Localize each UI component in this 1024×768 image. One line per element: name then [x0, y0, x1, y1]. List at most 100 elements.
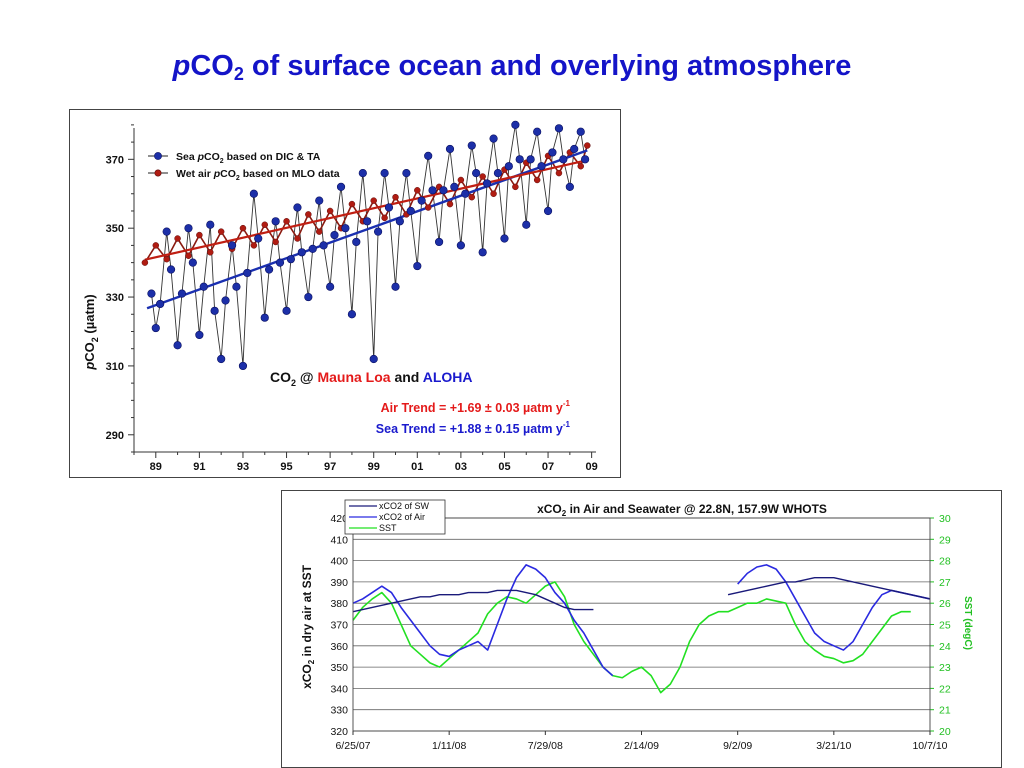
- sea-pco2-point: [428, 186, 437, 195]
- air-pco2-point: [490, 190, 497, 198]
- whots-chart-panel: 320 330 340 350 360 370 380 390 400 410 420 20 21 22 2…: [281, 490, 1002, 768]
- y2-tick-label: 24: [939, 641, 951, 653]
- sea-pco2-point: [260, 313, 269, 322]
- y-axis-label-p: p: [82, 362, 97, 371]
- sea-pco2-point: [147, 289, 156, 298]
- y-tick-label: 380: [330, 598, 348, 610]
- sst-line: [352, 581, 911, 694]
- sea-pco2-point: [373, 227, 383, 236]
- y2-tick-label: 30: [939, 513, 951, 525]
- sea-pco2-point: [188, 258, 197, 267]
- sea-pco2-point: [461, 189, 470, 198]
- air-pco2-point: [381, 214, 388, 222]
- sea-pco2-point: [445, 144, 455, 154]
- y-tick-label: 330: [330, 705, 348, 717]
- y-tick-label: 400: [330, 556, 348, 568]
- y2-tick-label: 22: [939, 683, 951, 695]
- sea-pco2-point: [199, 282, 208, 291]
- air-pco2-point: [555, 169, 563, 177]
- air-pco2-point: [479, 173, 486, 180]
- sea-pco2-point: [489, 134, 498, 143]
- sea-pco2-point: [478, 248, 487, 257]
- y2-tick-label: 29: [939, 534, 951, 546]
- sea-pco2-point: [206, 220, 215, 229]
- x-tick-label: 3/21/10: [816, 740, 851, 752]
- x-tick-label: 89: [150, 461, 162, 473]
- air-pco2-point: [512, 183, 519, 191]
- legend-air-label: xCO2 of Air: [379, 512, 425, 522]
- sea-pco2-point: [210, 306, 219, 315]
- air-pco2-point: [468, 193, 476, 201]
- sea-pco2-point: [177, 289, 187, 298]
- sea-pco2-point: [581, 155, 590, 164]
- whots-chart-title: xCO2 in Air and Seawater @ 22.8N, 157.9W…: [537, 502, 827, 518]
- air-pco2-point: [370, 197, 377, 204]
- sea-pco2-point: [467, 141, 476, 150]
- x-tick-label: 1/11/08: [432, 740, 466, 752]
- air-pco2-point: [294, 235, 301, 242]
- y2-tick-label: 20: [939, 726, 951, 738]
- sea-pco2-point: [369, 354, 378, 364]
- sea-pco2-point: [184, 224, 193, 233]
- sea-pco2-point: [358, 168, 367, 178]
- air-pco2-point: [174, 235, 181, 242]
- air-pco2-point: [141, 259, 149, 266]
- sea-pco2-point: [570, 144, 579, 154]
- y-tick-label: 360: [330, 641, 348, 653]
- sea-pco2-point: [304, 292, 313, 302]
- sea-pco2-point: [232, 282, 241, 291]
- air-pco2-point: [152, 242, 160, 249]
- sea-pco2-point: [275, 258, 285, 267]
- legend-air-marker: [154, 169, 162, 177]
- sea-pco2-point: [363, 217, 372, 226]
- sea-pco2-point: [450, 182, 459, 191]
- air-pco2-point: [283, 218, 290, 225]
- sea-pco2-point: [391, 282, 400, 291]
- sea-pco2-point: [482, 179, 492, 188]
- sea-pco2-point: [500, 234, 509, 243]
- x-tick-label: 99: [368, 461, 380, 473]
- aloha-label: ALOHA: [423, 369, 473, 385]
- whots-chart: 320 330 340 350 360 370 380 390 400 410 420 20 21 22 2…: [300, 499, 973, 752]
- sea-pco2-point: [537, 162, 546, 171]
- sea-pco2-point: [439, 186, 448, 195]
- x-tick-label: 05: [498, 461, 510, 473]
- y-tick-label: 330: [106, 292, 124, 304]
- air-pco2-point: [217, 228, 225, 235]
- sea-pco2-point: [156, 299, 165, 309]
- sea-pco2-point: [195, 330, 204, 340]
- y2-tick-label: 25: [939, 620, 951, 632]
- legend-sea-label: Sea pCO2 based on DIC & TA: [176, 151, 321, 165]
- sea-pco2-point: [543, 206, 553, 216]
- air-pco2-point: [272, 238, 279, 246]
- x-tick-label: 9/2/09: [723, 740, 752, 752]
- mauna-loa-label: Mauna Loa: [317, 369, 390, 385]
- sea-pco2-point: [522, 220, 531, 229]
- xco2-air-line: [352, 589, 594, 613]
- sea-pco2-point: [265, 265, 274, 274]
- sea-pco2-point: [565, 182, 574, 191]
- x-tick-label: 95: [280, 461, 292, 473]
- sea-pco2-point: [162, 227, 171, 236]
- sea-trend-annotation: Sea Trend = +1.88 ± 0.15 µatm y-1: [376, 420, 571, 436]
- pco2-trend-chart-panel: 290 310 330 350 370 89 91 93 95 97 99 01 03 05 07 09 pC…: [69, 109, 621, 478]
- sea-pco2-point: [402, 168, 411, 178]
- sea-pco2-point: [456, 241, 465, 250]
- title-rest: of surface ocean and overlying atmospher…: [243, 50, 852, 82]
- sea-pco2-point: [173, 341, 182, 350]
- sea-pco2-point: [395, 217, 404, 226]
- y2-tick-label: 27: [939, 577, 951, 589]
- sea-pco2-point: [504, 162, 513, 171]
- sea-pco2-point: [472, 168, 481, 178]
- air-pco2-point: [577, 162, 584, 170]
- y-tick-label: 370: [106, 154, 124, 166]
- y-tick-label: 420: [330, 513, 348, 525]
- title-italic-p: p: [172, 50, 191, 82]
- legend-sst-label: SST: [379, 523, 397, 533]
- sea-pco2-point: [254, 234, 263, 243]
- air-pco2-point: [584, 142, 591, 149]
- air-pco2-point: [250, 242, 258, 249]
- sea-pco2-point: [526, 155, 535, 164]
- whots-left-axis-label: xCO2 in dry air at SST: [300, 564, 316, 689]
- x-tick-label: 10/7/10: [912, 740, 947, 752]
